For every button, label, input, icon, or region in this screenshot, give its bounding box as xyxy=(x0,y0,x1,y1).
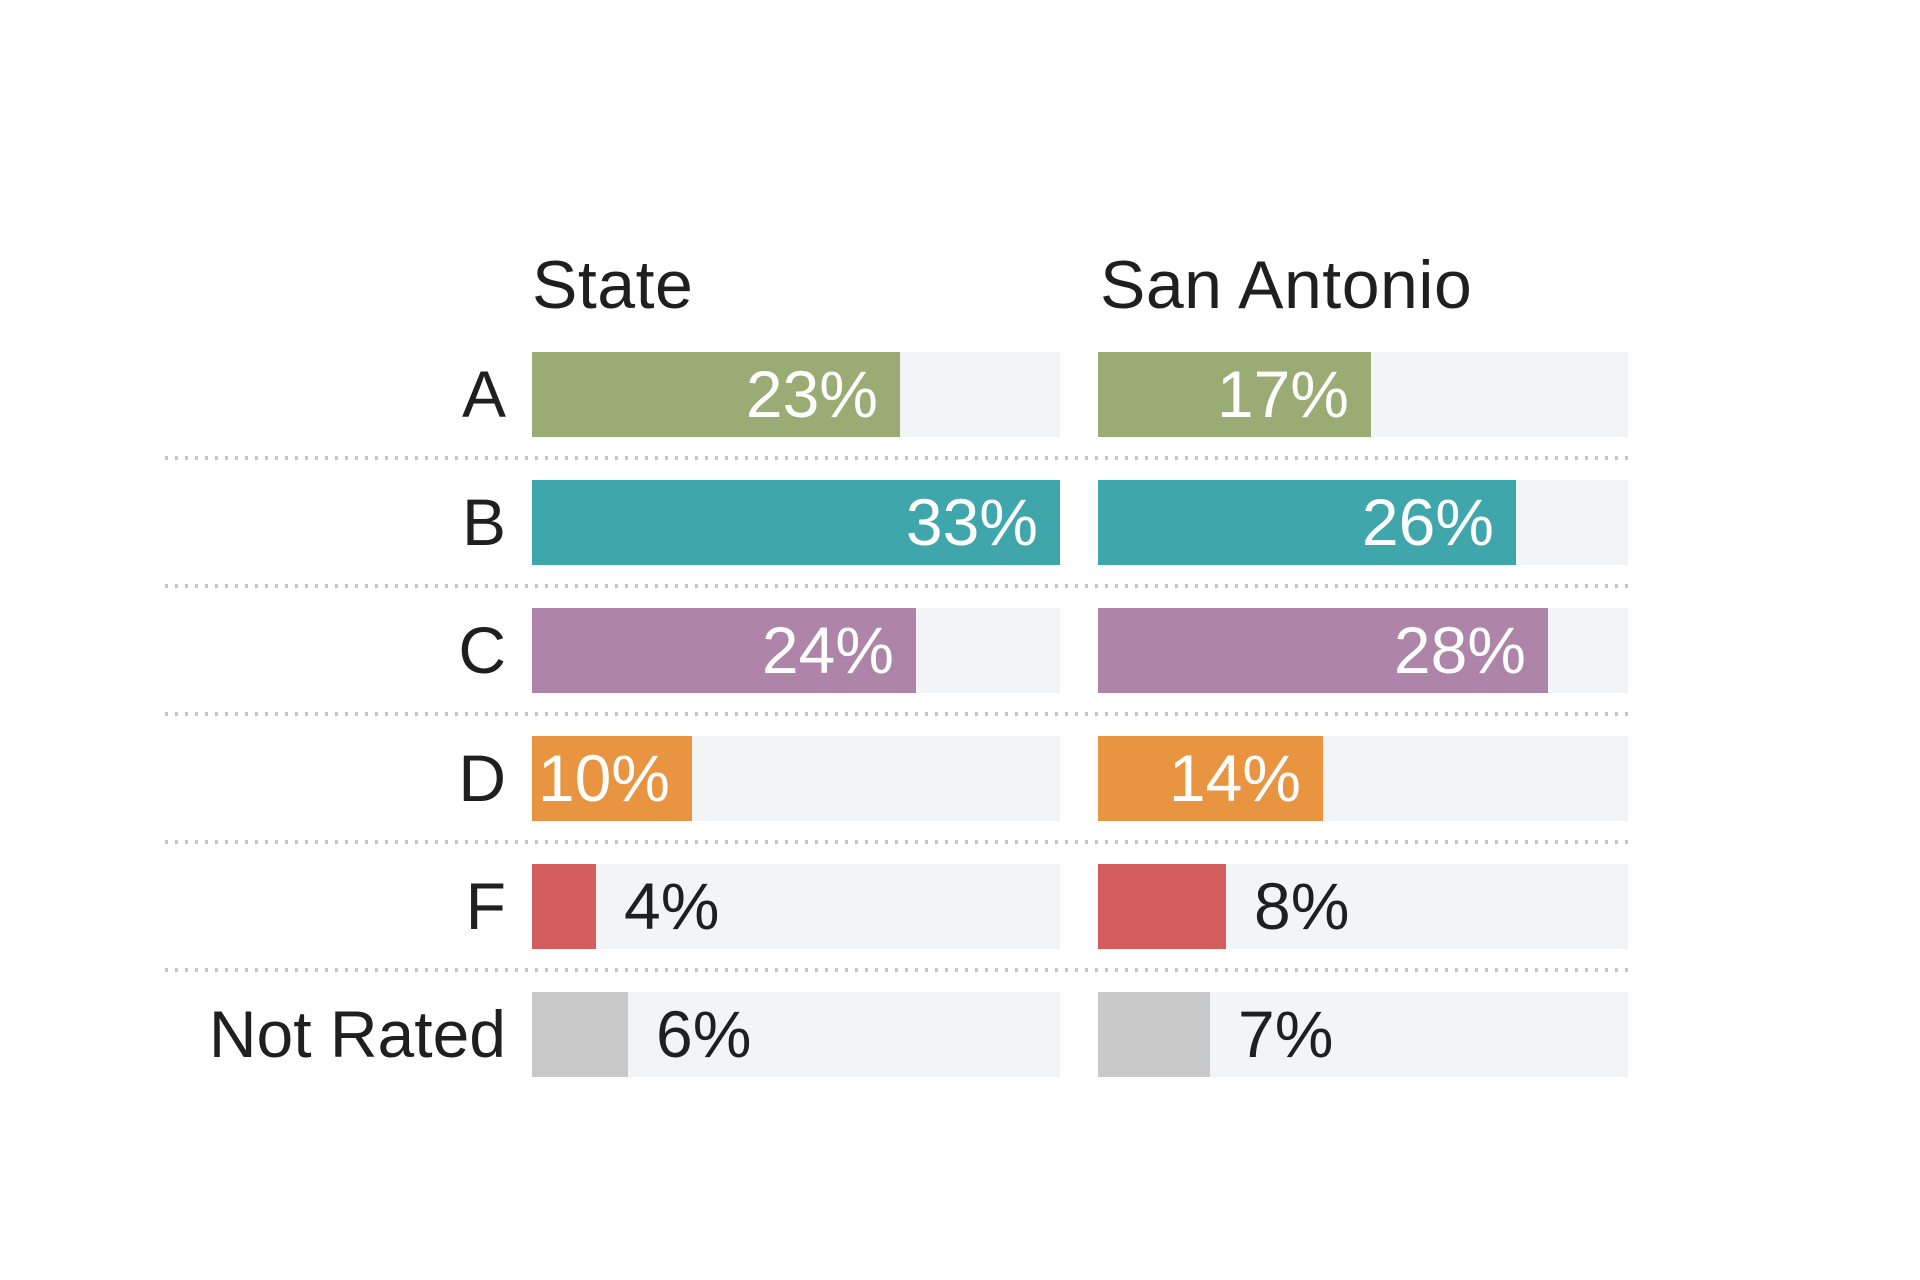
bar-value-label: 26% xyxy=(1361,485,1494,559)
bar-value-label: 7% xyxy=(1238,997,1334,1071)
bar-value-label: 6% xyxy=(656,997,752,1071)
row-label-c: C xyxy=(458,613,506,687)
bar-state-not-rated xyxy=(532,992,628,1077)
bar-san-antonio-f xyxy=(1098,864,1226,949)
bar-san-antonio-not-rated xyxy=(1098,992,1210,1077)
bar-value-label: 28% xyxy=(1393,613,1526,687)
bar-track: 8% xyxy=(1098,864,1628,949)
row-label-d: D xyxy=(458,741,506,815)
bar-track: 24% xyxy=(532,608,1060,693)
bar-state-d: 10% xyxy=(532,736,692,821)
row-label-f: F xyxy=(465,869,506,943)
bar-value-label: 17% xyxy=(1216,357,1349,431)
bar-track: 7% xyxy=(1098,992,1628,1077)
bar-state-f xyxy=(532,864,596,949)
bar-track: 17% xyxy=(1098,352,1628,437)
row-separator xyxy=(165,712,1628,716)
bar-track: 6% xyxy=(532,992,1060,1077)
bar-track: 4% xyxy=(532,864,1060,949)
row-label-b: B xyxy=(461,485,506,559)
bar-value-label: 24% xyxy=(761,613,894,687)
bar-state-a: 23% xyxy=(532,352,900,437)
bar-san-antonio-b: 26% xyxy=(1098,480,1516,565)
row-separator xyxy=(165,840,1628,844)
bar-value-label: 4% xyxy=(624,869,720,943)
row-separator xyxy=(165,968,1628,972)
bar-san-antonio-a: 17% xyxy=(1098,352,1371,437)
bar-state-b: 33% xyxy=(532,480,1060,565)
bar-san-antonio-d: 14% xyxy=(1098,736,1323,821)
bar-track: 26% xyxy=(1098,480,1628,565)
column-header-san-antonio: San Antonio xyxy=(1100,247,1473,323)
bar-track: 10% xyxy=(532,736,1060,821)
bar-track: 33% xyxy=(532,480,1060,565)
bar-san-antonio-c: 28% xyxy=(1098,608,1548,693)
column-header-state: State xyxy=(532,247,694,323)
bar-value-label: 23% xyxy=(745,357,878,431)
bar-value-label: 8% xyxy=(1254,869,1350,943)
bar-track: 28% xyxy=(1098,608,1628,693)
bar-value-label: 14% xyxy=(1168,741,1301,815)
bar-track: 23% xyxy=(532,352,1060,437)
bar-value-label: 33% xyxy=(905,485,1038,559)
row-separator xyxy=(165,456,1628,460)
bar-state-c: 24% xyxy=(532,608,916,693)
row-label-not-rated: Not Rated xyxy=(208,997,506,1071)
bar-track: 14% xyxy=(1098,736,1628,821)
bar-value-label: 10% xyxy=(537,741,670,815)
row-label-a: A xyxy=(461,357,506,431)
row-separator xyxy=(165,584,1628,588)
